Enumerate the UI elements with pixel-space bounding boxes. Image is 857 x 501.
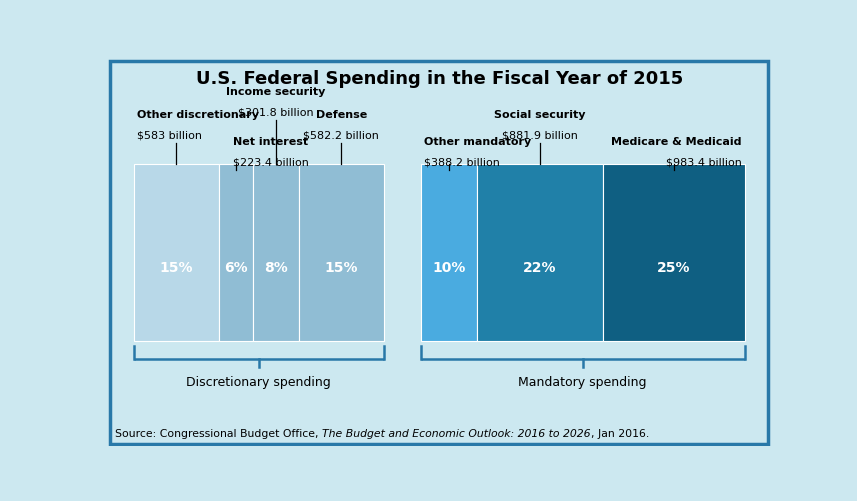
- Text: Source: Congressional Budget Office,: Source: Congressional Budget Office,: [115, 428, 322, 438]
- Bar: [602, 164, 745, 342]
- Text: Net interest: Net interest: [232, 137, 308, 147]
- Text: $301.8 billion: $301.8 billion: [238, 107, 314, 117]
- Text: $881.9 billion: $881.9 billion: [502, 130, 578, 140]
- Text: U.S. Federal Spending in the Fiscal Year of 2015: U.S. Federal Spending in the Fiscal Year…: [195, 70, 683, 88]
- Bar: [477, 164, 602, 342]
- Text: 25%: 25%: [656, 260, 691, 274]
- Bar: [219, 164, 253, 342]
- Text: Defense: Defense: [315, 110, 367, 120]
- Text: 10%: 10%: [432, 260, 465, 274]
- Text: Other discretionary: Other discretionary: [137, 110, 259, 120]
- Bar: [421, 164, 477, 342]
- Bar: [298, 164, 384, 342]
- Text: Medicare & Medicaid: Medicare & Medicaid: [611, 137, 741, 147]
- Text: Income security: Income security: [226, 87, 326, 97]
- Text: 15%: 15%: [159, 260, 193, 274]
- Bar: [134, 164, 219, 342]
- Text: $388.2 billion: $388.2 billion: [424, 157, 500, 167]
- Text: $983.4 billion: $983.4 billion: [666, 157, 741, 167]
- Text: $582.2 billion: $582.2 billion: [303, 130, 380, 140]
- Text: Mandatory spending: Mandatory spending: [518, 375, 647, 388]
- Text: Other mandatory: Other mandatory: [424, 137, 531, 147]
- Text: 15%: 15%: [325, 260, 358, 274]
- Text: $223.4 billion: $223.4 billion: [232, 157, 309, 167]
- Text: The Budget and Economic Outlook: 2016 to 2026: The Budget and Economic Outlook: 2016 to…: [322, 428, 590, 438]
- Text: 6%: 6%: [225, 260, 248, 274]
- Bar: [253, 164, 298, 342]
- Text: Social security: Social security: [494, 110, 585, 120]
- Text: , Jan 2016.: , Jan 2016.: [590, 428, 649, 438]
- Text: 22%: 22%: [524, 260, 557, 274]
- Text: $583 billion: $583 billion: [137, 130, 202, 140]
- Text: Discretionary spending: Discretionary spending: [187, 375, 331, 388]
- Text: 8%: 8%: [264, 260, 288, 274]
